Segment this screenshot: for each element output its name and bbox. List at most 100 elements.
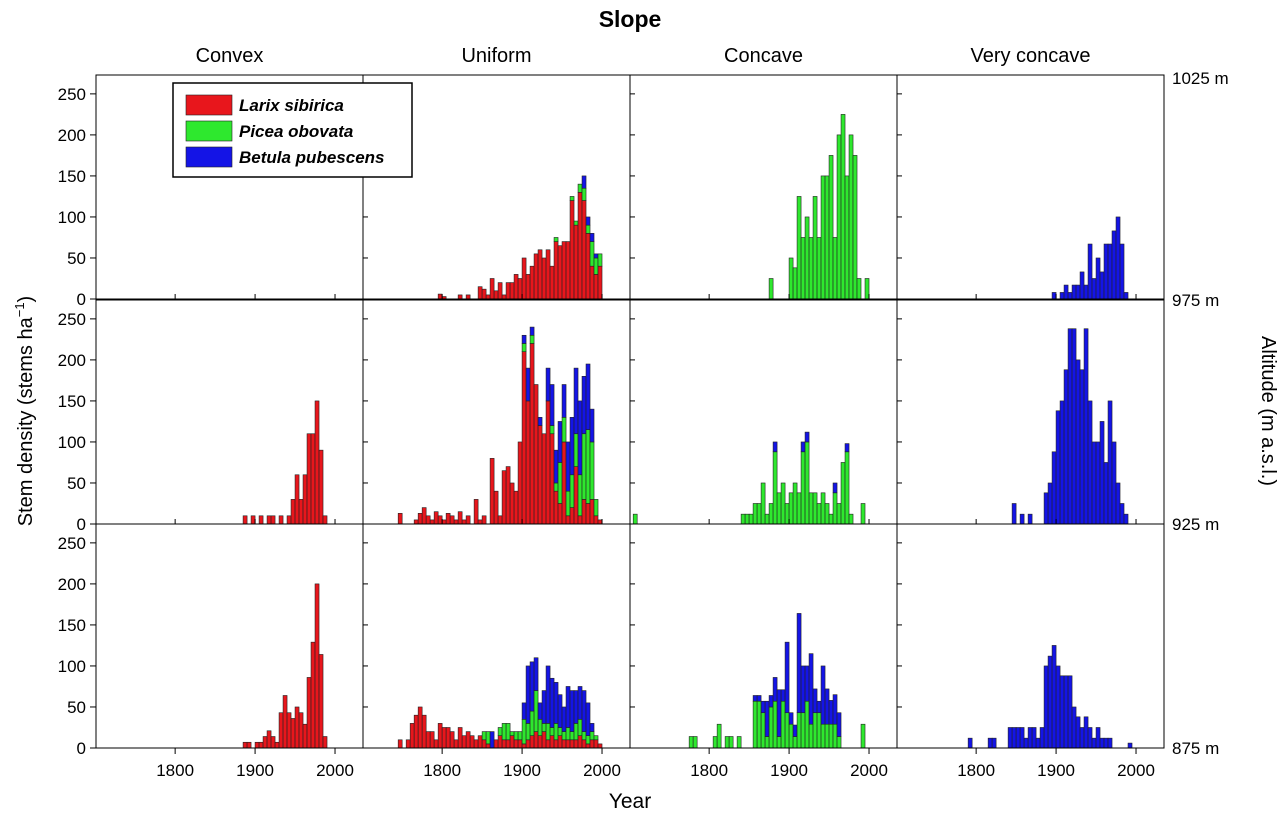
bar xyxy=(780,700,786,749)
bar xyxy=(254,741,260,749)
bar xyxy=(557,694,563,728)
bar xyxy=(525,400,531,525)
bar xyxy=(848,513,854,525)
bar xyxy=(521,702,527,720)
bar xyxy=(752,695,758,702)
bar xyxy=(533,384,539,525)
bar xyxy=(429,731,435,749)
bar xyxy=(577,686,583,720)
y-tick-label: 50 xyxy=(67,698,86,717)
bar xyxy=(493,290,499,300)
bar xyxy=(318,449,324,525)
bar xyxy=(246,741,252,749)
bar xyxy=(573,224,579,300)
column-label: Very concave xyxy=(970,45,1090,67)
bar xyxy=(421,714,427,749)
bar xyxy=(306,433,312,525)
bar xyxy=(804,700,810,749)
bar xyxy=(764,736,770,749)
bar xyxy=(565,727,571,741)
bar xyxy=(465,731,471,749)
y-tick-label: 250 xyxy=(58,85,86,104)
bar xyxy=(469,735,475,749)
bar xyxy=(1071,328,1077,525)
bar xyxy=(1051,451,1057,525)
bar xyxy=(437,293,443,300)
bar xyxy=(784,503,790,525)
y-axis-title-sup: −1 xyxy=(12,302,27,317)
bar xyxy=(497,515,503,525)
bar xyxy=(1075,359,1081,525)
bar xyxy=(529,334,535,344)
bar xyxy=(541,723,547,732)
bar xyxy=(278,712,284,749)
bar xyxy=(513,274,519,300)
panel: 0 50 100 150 200 250 xyxy=(58,299,364,534)
y-tick-label: 200 xyxy=(58,126,86,145)
bar xyxy=(302,474,308,525)
bar xyxy=(314,583,320,749)
bar xyxy=(561,739,567,749)
bar xyxy=(421,507,427,525)
bar xyxy=(501,739,507,749)
bar xyxy=(1119,503,1125,525)
bar xyxy=(513,490,519,525)
bar xyxy=(553,739,559,749)
bar xyxy=(262,736,268,749)
bar xyxy=(290,718,296,749)
bar xyxy=(820,175,826,300)
y-axis-title: Stem density (stems ha−1) xyxy=(12,296,37,526)
bar xyxy=(533,253,539,300)
panel: 0 50 100 150 200 250 xyxy=(58,74,364,309)
bar xyxy=(593,253,599,259)
bar xyxy=(836,712,842,737)
bar xyxy=(457,727,463,749)
bar xyxy=(1059,292,1065,300)
bar xyxy=(808,492,814,525)
bar xyxy=(509,735,515,749)
bar xyxy=(437,515,443,525)
bar xyxy=(497,735,503,749)
x-tick-label: 1900 xyxy=(1037,761,1075,780)
bar xyxy=(585,429,591,504)
bar xyxy=(1051,292,1057,300)
bar xyxy=(417,513,423,525)
bar xyxy=(573,433,579,467)
bar xyxy=(573,723,579,741)
bar xyxy=(967,737,973,749)
bar xyxy=(1083,716,1089,749)
bar xyxy=(521,334,527,344)
bar xyxy=(728,736,734,749)
bar xyxy=(577,718,583,736)
bar xyxy=(836,503,842,525)
bar xyxy=(425,731,431,749)
bar xyxy=(294,474,300,525)
bar xyxy=(409,723,415,749)
bar xyxy=(1095,257,1101,300)
bar xyxy=(529,735,535,749)
bar xyxy=(1019,513,1025,525)
bar xyxy=(593,735,599,741)
bar xyxy=(1095,727,1101,749)
bar xyxy=(577,474,583,517)
bar xyxy=(473,739,479,749)
bar xyxy=(1011,727,1017,749)
bar xyxy=(577,400,583,476)
bar xyxy=(589,723,595,732)
column-label: Convex xyxy=(196,45,264,67)
bar xyxy=(816,712,822,749)
bar xyxy=(796,613,802,714)
bar xyxy=(549,677,555,728)
y-tick-label: 0 xyxy=(77,739,86,758)
bar xyxy=(824,723,830,749)
bar xyxy=(804,441,810,525)
bar xyxy=(1091,737,1097,749)
bar xyxy=(812,492,818,525)
bar xyxy=(792,267,798,300)
x-tick-label: 1900 xyxy=(770,761,808,780)
bar xyxy=(828,513,834,525)
bar xyxy=(278,515,284,525)
bar xyxy=(521,718,527,745)
bar xyxy=(784,641,790,714)
bar xyxy=(505,723,511,741)
